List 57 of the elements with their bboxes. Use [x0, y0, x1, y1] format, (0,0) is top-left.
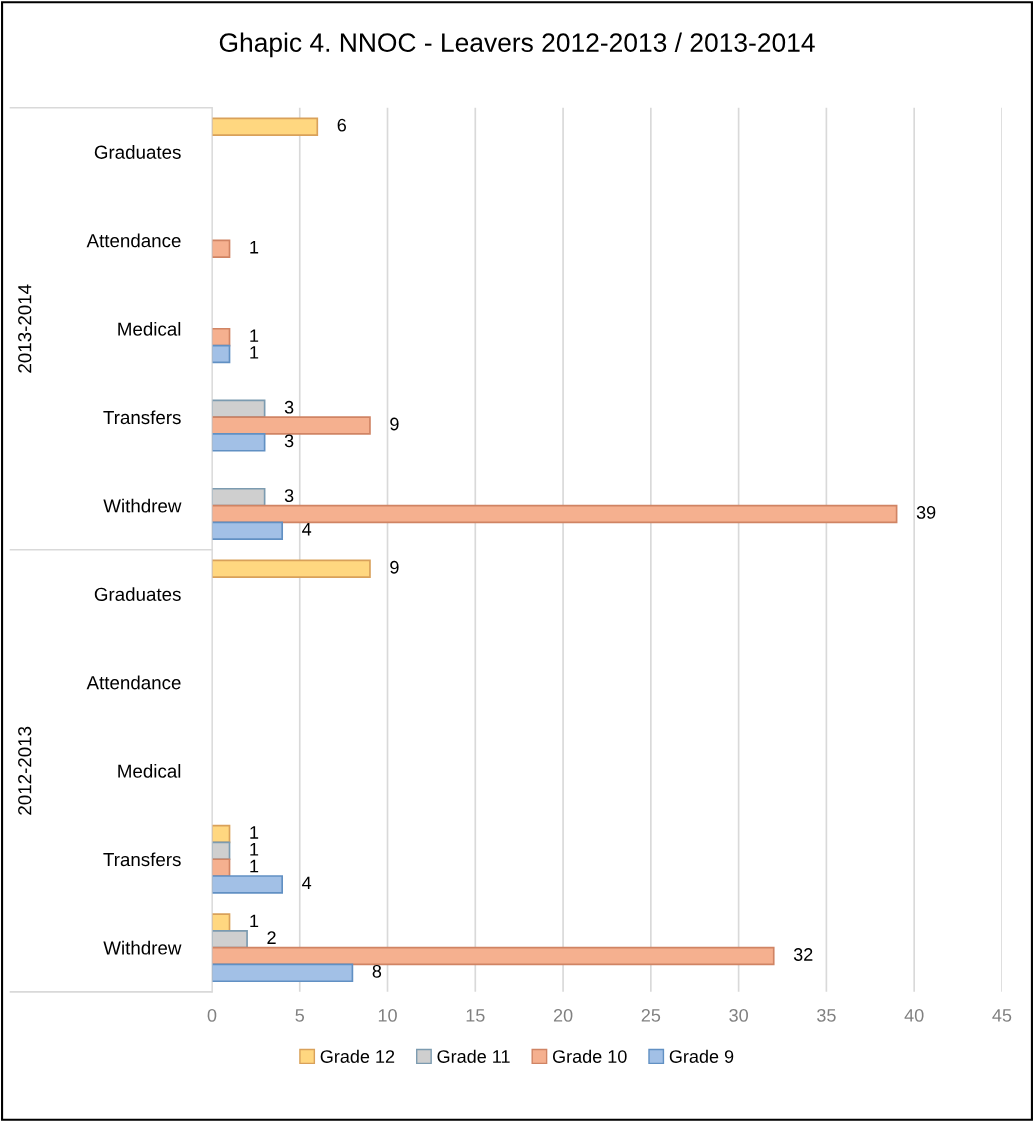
- bar: [211, 433, 266, 452]
- data-label: 1: [250, 329, 259, 342]
- data-label: 2: [267, 931, 276, 944]
- bar: [211, 559, 371, 579]
- data-label: 1: [250, 843, 259, 856]
- y-tick-label: Transfers: [103, 410, 181, 425]
- y-tick-label: Withdrew: [103, 498, 182, 513]
- data-label: 1: [250, 826, 259, 839]
- data-label: 1: [250, 346, 259, 359]
- bar: [211, 416, 371, 435]
- data-label: 39: [916, 506, 936, 519]
- y-tick-label: Graduates: [94, 587, 181, 601]
- y-tick-label: Transfers: [103, 852, 181, 867]
- bar: [211, 946, 775, 966]
- chart-title: Ghapic 4. NNOC - Leavers 2012-2013 / 2013-2014: [219, 32, 815, 58]
- data-label: 3: [284, 434, 294, 448]
- data-label: 4: [302, 523, 312, 536]
- data-label: 9: [390, 417, 399, 431]
- bar: [211, 963, 354, 983]
- data-label: 6: [337, 118, 346, 132]
- x-tick-label: 20: [553, 1008, 573, 1022]
- x-tick-label: 0: [207, 1008, 217, 1022]
- bar: [211, 117, 319, 136]
- data-label: 3: [284, 400, 294, 414]
- legend-label: Grade 9: [669, 1049, 734, 1063]
- y-tick-label: Withdrew: [103, 940, 182, 955]
- data-label: 1: [250, 240, 259, 254]
- bar: [211, 504, 898, 524]
- x-tick-label: 35: [817, 1008, 836, 1022]
- y-tick-label: Attendance: [86, 675, 181, 690]
- data-label: 1: [250, 859, 259, 873]
- data-label: 8: [372, 964, 382, 978]
- x-tick-label: 30: [729, 1008, 748, 1022]
- bar: [211, 344, 231, 364]
- legend-label: Grade 12: [320, 1049, 395, 1063]
- x-tick-label: 5: [295, 1009, 305, 1022]
- data-label: 4: [302, 876, 312, 890]
- y-tick-label: Medical: [118, 321, 181, 336]
- text: 2013-2014: [18, 284, 32, 373]
- x-tick-label: 15: [466, 1009, 485, 1022]
- data-label: 1: [250, 914, 259, 928]
- bar: [211, 875, 284, 894]
- data-label: 32: [793, 948, 813, 961]
- x-tick-label: 25: [641, 1008, 661, 1022]
- y-tick-label: Medical: [118, 764, 181, 778]
- data-label: 9: [390, 560, 399, 574]
- text: 2012-2013: [18, 726, 32, 815]
- bar: [211, 521, 284, 541]
- x-tick-label: 10: [378, 1008, 397, 1022]
- x-tick-label: 40: [904, 1008, 924, 1022]
- bar: [211, 239, 231, 258]
- data-label: 3: [284, 489, 294, 503]
- legend-label: Grade 11: [437, 1049, 510, 1063]
- x-tick-label: 45: [992, 1009, 1012, 1022]
- y-tick-label: Attendance: [86, 233, 181, 248]
- legend-label: Grade 10: [552, 1049, 627, 1063]
- y-tick-label: Graduates: [94, 145, 181, 159]
